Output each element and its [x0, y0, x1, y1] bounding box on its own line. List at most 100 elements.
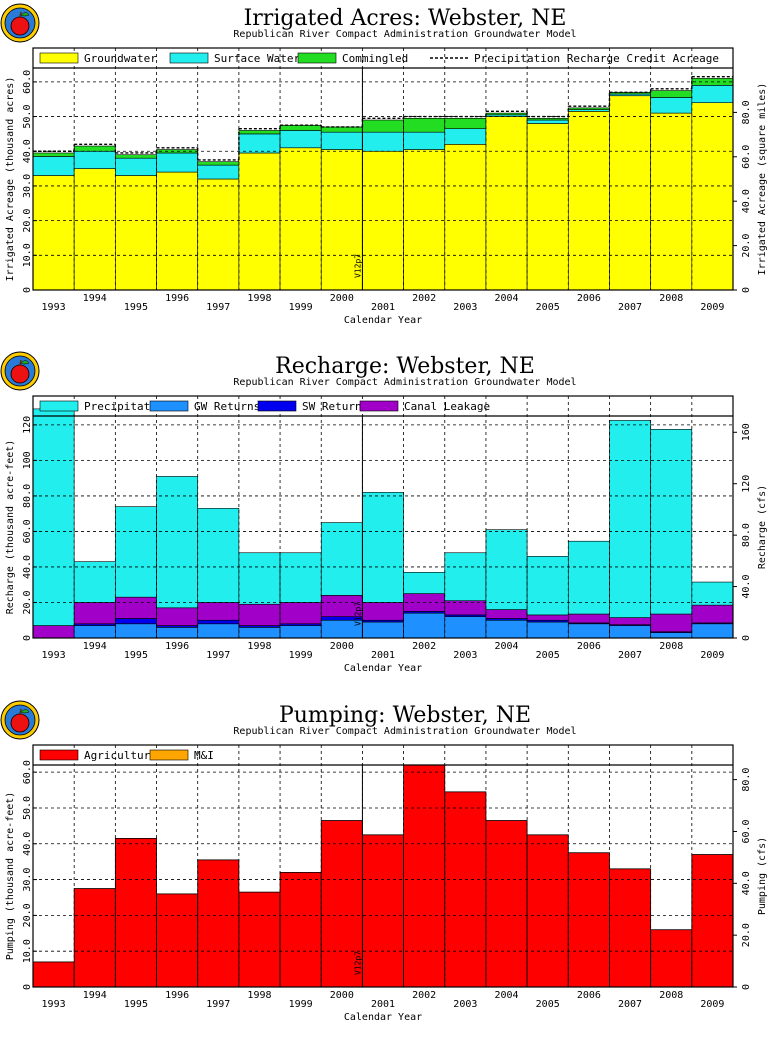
recharge-panel: Recharge: Webster, NE Republican River Co… — [0, 348, 768, 693]
bar-agricultural-2009 — [691, 854, 734, 988]
xtick-label-1998: 1998 — [247, 293, 271, 304]
ytick-label-2: 20.0 — [22, 903, 33, 927]
ytick-label-3: 30.0 — [22, 174, 33, 198]
ytick-label-0: 0 — [22, 984, 33, 990]
ytick-label-3: 30.0 — [22, 868, 33, 892]
x-axis-label: Calendar Year — [344, 315, 422, 326]
chart-subtitle: Republican River Compact Administration … — [233, 377, 576, 388]
segment-groundwater-2003 — [444, 144, 487, 291]
xtick-label-2007: 2007 — [618, 650, 642, 661]
segment-surface-water-1998 — [238, 133, 281, 154]
xtick-label-2009: 2009 — [700, 999, 724, 1010]
xtick-label-1994: 1994 — [83, 990, 107, 1001]
y2tick-label-2: 80.0 — [741, 523, 752, 547]
xtick-label-1997: 1997 — [206, 999, 230, 1010]
segment-groundwater-1993 — [32, 175, 75, 291]
ytick-label-6: 120 — [22, 416, 33, 434]
xtick-label-1993: 1993 — [42, 999, 66, 1010]
segment-groundwater-2008 — [650, 112, 693, 291]
xtick-label-2006: 2006 — [577, 990, 601, 1001]
xtick-label-1996: 1996 — [165, 641, 189, 652]
data-bars — [32, 78, 734, 291]
segment-gw-returns-2006 — [567, 623, 610, 639]
legend-label-3: Precipitation Recharge Credit Acreage — [474, 52, 719, 65]
plot-frame — [32, 744, 734, 988]
ytick-label-0: 0 — [22, 287, 33, 293]
segment-commingled-1995 — [115, 154, 157, 159]
ytick-label-0: 0 — [22, 635, 33, 641]
apple-logo-icon — [0, 351, 40, 391]
segment-surface-water-1999 — [279, 130, 322, 149]
version-marker-label: V12p7 — [353, 602, 362, 626]
legend-label-2: Commingled — [342, 52, 408, 65]
segment-canal-leakage-2006 — [567, 613, 610, 624]
legend-swatch-0 — [39, 749, 79, 761]
segment-precipitation-2009 — [691, 581, 734, 606]
y2tick-label-1: 20.0 — [741, 234, 752, 258]
bar-agricultural-2000 — [320, 820, 363, 988]
legend: Agricultural M&I — [39, 749, 214, 762]
xtick-label-2008: 2008 — [659, 293, 683, 304]
xtick-label-1995: 1995 — [124, 999, 148, 1010]
segment-groundwater-1994 — [73, 168, 116, 291]
xtick-label-2001: 2001 — [371, 999, 395, 1010]
legend-label-1: M&I — [194, 749, 214, 762]
bar-agricultural-2007 — [609, 868, 652, 988]
legend-swatch-0 — [39, 400, 79, 412]
bar-agricultural-2006 — [567, 852, 610, 988]
segment-surface-water-1993 — [32, 156, 75, 176]
chart-title: Recharge: Webster, NE — [275, 354, 535, 379]
xtick-label-1995: 1995 — [124, 302, 148, 313]
plot-frame — [32, 47, 734, 291]
segment-commingled-2003 — [444, 117, 487, 130]
segment-gw-returns-2009 — [691, 623, 734, 639]
segment-gw-returns-2003 — [444, 616, 487, 639]
segment-commingled-1997 — [197, 161, 240, 166]
segment-precipitation-1993 — [32, 408, 75, 626]
segment-precipitation-2008 — [650, 429, 693, 615]
segment-canal-leakage-2004 — [485, 609, 528, 619]
segment-commingled-2000 — [320, 126, 363, 133]
segment-commingled-2006 — [567, 107, 610, 110]
legend-label-0: Precipitation — [84, 400, 170, 413]
x-axis-label: Calendar Year — [344, 1012, 422, 1023]
xtick-label-2002: 2002 — [412, 990, 436, 1001]
pumping-panel: Pumping: Webster, NE Republican River Com… — [0, 697, 768, 1042]
segment-gw-returns-2008 — [650, 632, 693, 639]
segment-canal-leakage-1995 — [115, 596, 157, 619]
xtick-label-2004: 2004 — [494, 641, 518, 652]
xtick-label-2003: 2003 — [453, 302, 477, 313]
y2tick-label-3: 120 — [741, 475, 752, 493]
xtick-label-1999: 1999 — [289, 999, 313, 1010]
y2tick-label-1: 20.0 — [741, 923, 752, 947]
y2tick-label-4: 160 — [741, 423, 752, 441]
segment-groundwater-1998 — [238, 152, 281, 291]
bar-agricultural-2002 — [403, 764, 446, 988]
xtick-label-1996: 1996 — [165, 293, 189, 304]
xtick-label-1999: 1999 — [289, 302, 313, 313]
segment-precipitation-2004 — [485, 529, 528, 610]
segment-groundwater-2007 — [609, 95, 651, 291]
xtick-label-2008: 2008 — [659, 641, 683, 652]
segment-surface-water-2002 — [403, 131, 446, 150]
segment-groundwater-1995 — [115, 175, 157, 291]
ytick-label-4: 80.0 — [22, 484, 33, 508]
segment-commingled-1994 — [73, 145, 116, 152]
segment-canal-leakage-1994 — [73, 602, 116, 625]
bar-agricultural-2008 — [650, 929, 693, 988]
y2tick-label-0: 0 — [741, 635, 752, 641]
chart-title: Pumping: Webster, NE — [279, 703, 531, 728]
bar-agricultural-1997 — [197, 859, 240, 988]
segment-commingled-2002 — [403, 117, 446, 133]
legend-label-1: GW Returns — [194, 400, 260, 413]
irrigated-acres-panel: Irrigated Acres: Webster, NE Republican R… — [0, 0, 768, 345]
bar-agricultural-1995 — [114, 838, 157, 988]
xtick-label-2009: 2009 — [700, 650, 724, 661]
plot-frame — [32, 395, 734, 639]
legend-label-1: Surface Water — [214, 52, 300, 65]
ytick-label-4: 40.0 — [22, 832, 33, 856]
y2tick-label-2: 40.0 — [741, 871, 752, 895]
apple-logo-icon — [0, 3, 40, 43]
bar-agricultural-2003 — [444, 791, 487, 988]
